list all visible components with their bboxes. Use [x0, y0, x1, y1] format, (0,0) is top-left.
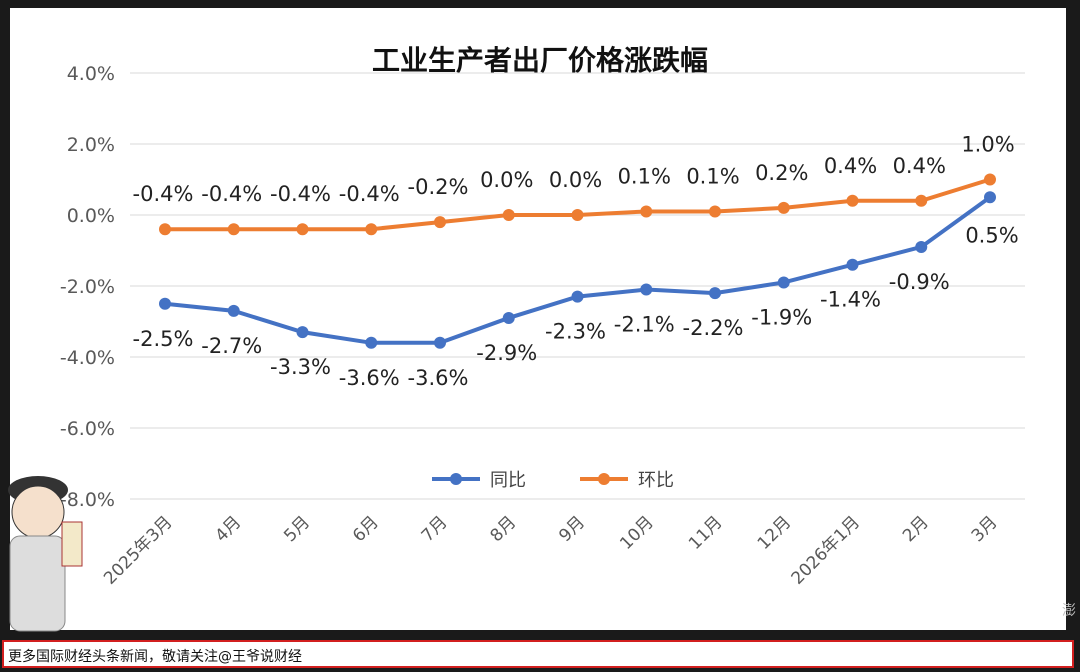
data-point [571, 290, 584, 303]
data-label: -0.9% [889, 270, 950, 294]
y-tick-label: 0.0% [67, 205, 115, 227]
x-tick-label: 2025年3月 [100, 512, 176, 588]
line-chart: 工业生产者出厂价格涨跌幅 4.0% 2.0% 0.0% -2.0% -4.0% -6.0%… [60, 44, 1025, 589]
data-point [571, 209, 584, 221]
footer-banner: 更多国际财经头条新闻，敬请关注@王爷说财经 [2, 640, 1074, 668]
data-label: -2.5% [133, 327, 194, 351]
data-label: 1.0% [961, 133, 1014, 157]
data-label: 0.1% [618, 164, 671, 188]
data-label: -1.9% [751, 305, 812, 329]
data-point [296, 326, 309, 339]
data-label: -3.6% [408, 366, 469, 390]
legend-label: 同比 [490, 470, 526, 491]
data-point [846, 194, 859, 207]
data-label: 0.2% [755, 161, 808, 185]
chart-title: 工业生产者出厂价格涨跌幅 [372, 44, 708, 77]
data-point [984, 191, 996, 204]
data-label: -3.3% [270, 355, 331, 379]
x-tick-label: 5月 [280, 512, 314, 546]
y-tick-label: -8.0% [60, 489, 115, 511]
x-tick-label: 12月 [754, 512, 795, 553]
data-point [846, 258, 859, 271]
x-tick-label: 6月 [349, 512, 383, 546]
data-label: 0.0% [549, 168, 602, 192]
data-label: -2.7% [201, 334, 262, 358]
data-label: 0.4% [893, 154, 946, 178]
data-point [434, 216, 446, 229]
data-point [777, 276, 790, 289]
data-point [640, 205, 653, 218]
banner-text: 更多国际财经头条新闻，敬请关注@王爷说财经 [8, 649, 302, 665]
mascot-illustration [8, 476, 83, 632]
data-label: -3.6% [339, 366, 400, 390]
data-point [709, 287, 721, 300]
x-tick-label: 4月 [211, 512, 245, 546]
legend-marker [598, 473, 610, 485]
data-point [227, 304, 240, 317]
data-point [159, 223, 171, 236]
data-point [915, 194, 928, 207]
data-label: -2.2% [683, 316, 744, 340]
x-tick-label: 9月 [555, 512, 589, 546]
data-point [915, 240, 928, 253]
watermark: 澎 [1062, 603, 1076, 619]
data-label: -2.3% [545, 320, 606, 344]
data-label: 0.0% [480, 168, 533, 192]
legend-label: 环比 [638, 470, 674, 491]
data-label: -1.4% [820, 288, 881, 312]
data-label: -0.2% [408, 175, 469, 199]
data-label: 0.1% [686, 164, 739, 188]
data-label: -0.4% [339, 182, 400, 206]
data-point [365, 223, 378, 236]
x-tick-label: 2月 [899, 512, 933, 546]
x-tick-label: 10月 [616, 512, 657, 553]
x-tick-label: 3月 [968, 512, 1002, 546]
data-point [502, 311, 515, 324]
data-point [777, 201, 790, 214]
x-tick-label: 8月 [486, 512, 520, 546]
data-label: 0.4% [824, 154, 877, 178]
data-point [296, 223, 309, 236]
data-point [502, 209, 515, 221]
y-tick-label: -6.0% [60, 418, 115, 440]
data-point [640, 283, 653, 296]
x-tick-label: 11月 [685, 512, 726, 553]
data-label: -2.9% [476, 341, 537, 365]
x-tick-label: 7月 [418, 512, 452, 546]
data-label: -0.4% [270, 182, 331, 206]
x-tick-label: 2026年1月 [788, 512, 864, 588]
data-label: -0.4% [201, 182, 262, 206]
data-label: -0.4% [133, 182, 194, 206]
data-point [984, 173, 996, 186]
y-tick-label: -2.0% [60, 276, 115, 298]
data-point [365, 336, 378, 349]
y-tick-label: -4.0% [60, 347, 115, 369]
data-point [434, 336, 446, 349]
data-point [159, 297, 171, 310]
chart-panel: 工业生产者出厂价格涨跌幅 4.0% 2.0% 0.0% -2.0% -4.0% -6.0%… [10, 8, 1066, 630]
y-tick-label: 4.0% [67, 63, 115, 85]
data-point [709, 205, 721, 218]
y-tick-label: 2.0% [67, 134, 115, 156]
legend-marker [450, 473, 462, 485]
data-point [227, 223, 240, 236]
data-label: 0.5% [965, 223, 1018, 247]
data-label: -2.1% [614, 313, 675, 337]
